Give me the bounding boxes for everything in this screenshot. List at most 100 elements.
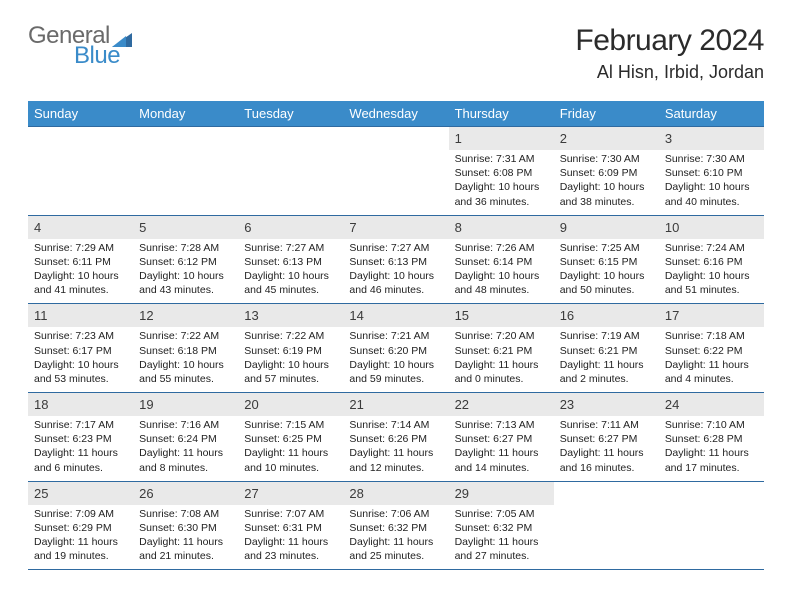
daylight-text: Daylight: 11 hours and 10 minutes. [244, 446, 337, 474]
day-number: 19 [133, 393, 238, 416]
location: Al Hisn, Irbid, Jordan [575, 62, 764, 83]
day-content: Sunrise: 7:21 AMSunset: 6:20 PMDaylight:… [343, 327, 448, 392]
daylight-text: Daylight: 10 hours and 36 minutes. [455, 180, 548, 208]
daylight-text: Daylight: 11 hours and 27 minutes. [455, 535, 548, 563]
day-cell: 27Sunrise: 7:07 AMSunset: 6:31 PMDayligh… [238, 481, 343, 570]
sunrise-text: Sunrise: 7:27 AM [349, 241, 442, 255]
day-content: Sunrise: 7:09 AMSunset: 6:29 PMDaylight:… [28, 505, 133, 570]
day-number: 24 [659, 393, 764, 416]
day-number: 9 [554, 216, 659, 239]
sunset-text: Sunset: 6:29 PM [34, 521, 127, 535]
day-number: 14 [343, 304, 448, 327]
sunset-text: Sunset: 6:28 PM [665, 432, 758, 446]
month-title: February 2024 [575, 24, 764, 58]
sunrise-text: Sunrise: 7:19 AM [560, 329, 653, 343]
day-cell: 1Sunrise: 7:31 AMSunset: 6:08 PMDaylight… [449, 127, 554, 216]
sunrise-text: Sunrise: 7:21 AM [349, 329, 442, 343]
sunrise-text: Sunrise: 7:18 AM [665, 329, 758, 343]
daylight-text: Daylight: 11 hours and 21 minutes. [139, 535, 232, 563]
day-content: Sunrise: 7:25 AMSunset: 6:15 PMDaylight:… [554, 239, 659, 304]
day-number: 28 [343, 482, 448, 505]
day-content: Sunrise: 7:30 AMSunset: 6:09 PMDaylight:… [554, 150, 659, 215]
day-cell: 18Sunrise: 7:17 AMSunset: 6:23 PMDayligh… [28, 393, 133, 482]
daylight-text: Daylight: 10 hours and 45 minutes. [244, 269, 337, 297]
daylight-text: Daylight: 10 hours and 40 minutes. [665, 180, 758, 208]
day-cell: 24Sunrise: 7:10 AMSunset: 6:28 PMDayligh… [659, 393, 764, 482]
sunset-text: Sunset: 6:26 PM [349, 432, 442, 446]
title-block: February 2024 Al Hisn, Irbid, Jordan [575, 24, 764, 83]
sunrise-text: Sunrise: 7:30 AM [665, 152, 758, 166]
weekday-header: Tuesday [238, 101, 343, 127]
day-number: 2 [554, 127, 659, 150]
sunrise-text: Sunrise: 7:22 AM [139, 329, 232, 343]
day-number: 3 [659, 127, 764, 150]
sunset-text: Sunset: 6:11 PM [34, 255, 127, 269]
logo-text-blue: Blue [28, 44, 134, 68]
day-cell: 14Sunrise: 7:21 AMSunset: 6:20 PMDayligh… [343, 304, 448, 393]
day-cell: 10Sunrise: 7:24 AMSunset: 6:16 PMDayligh… [659, 215, 764, 304]
day-number: 16 [554, 304, 659, 327]
daylight-text: Daylight: 10 hours and 43 minutes. [139, 269, 232, 297]
sunset-text: Sunset: 6:24 PM [139, 432, 232, 446]
day-number: 20 [238, 393, 343, 416]
day-cell: .. [659, 481, 764, 570]
day-content: Sunrise: 7:20 AMSunset: 6:21 PMDaylight:… [449, 327, 554, 392]
day-cell: 12 Sunrise: 7:22 AMSunset: 6:18 PMDayligh… [133, 304, 238, 393]
day-cell: 8Sunrise: 7:26 AMSunset: 6:14 PMDaylight… [449, 215, 554, 304]
sunset-text: Sunset: 6:16 PM [665, 255, 758, 269]
daylight-text: Daylight: 10 hours and 55 minutes. [139, 358, 232, 386]
day-number: 23 [554, 393, 659, 416]
daylight-text: Daylight: 11 hours and 25 minutes. [349, 535, 442, 563]
sunset-text: Sunset: 6:14 PM [455, 255, 548, 269]
day-cell: 11Sunrise: 7:23 AMSunset: 6:17 PMDayligh… [28, 304, 133, 393]
day-cell: 2Sunrise: 7:30 AMSunset: 6:09 PMDaylight… [554, 127, 659, 216]
day-number: 4 [28, 216, 133, 239]
day-number: 12 [133, 304, 238, 327]
daylight-text: Daylight: 10 hours and 59 minutes. [349, 358, 442, 386]
day-cell: 23Sunrise: 7:11 AMSunset: 6:27 PMDayligh… [554, 393, 659, 482]
calendar-table: Sunday Monday Tuesday Wednesday Thursday… [28, 101, 764, 570]
day-number: 29 [449, 482, 554, 505]
sunset-text: Sunset: 6:13 PM [244, 255, 337, 269]
day-content: Sunrise: 7:13 AMSunset: 6:27 PMDaylight:… [449, 416, 554, 481]
day-cell: 15Sunrise: 7:20 AMSunset: 6:21 PMDayligh… [449, 304, 554, 393]
day-number: 5 [133, 216, 238, 239]
day-content: Sunrise: 7:27 AMSunset: 6:13 PMDaylight:… [238, 239, 343, 304]
day-number: 15 [449, 304, 554, 327]
day-number: 1 [449, 127, 554, 150]
day-content: Sunrise: 7:05 AMSunset: 6:32 PMDaylight:… [449, 505, 554, 570]
day-content: Sunrise: 7:31 AMSunset: 6:08 PMDaylight:… [449, 150, 554, 215]
daylight-text: Daylight: 10 hours and 53 minutes. [34, 358, 127, 386]
daylight-text: Daylight: 11 hours and 23 minutes. [244, 535, 337, 563]
sunset-text: Sunset: 6:15 PM [560, 255, 653, 269]
weekday-header: Saturday [659, 101, 764, 127]
sunset-text: Sunset: 6:25 PM [244, 432, 337, 446]
day-number: 7 [343, 216, 448, 239]
sunset-text: Sunset: 6:18 PM [139, 344, 232, 358]
day-number: 27 [238, 482, 343, 505]
day-cell: .. [238, 127, 343, 216]
day-number: 25 [28, 482, 133, 505]
sunrise-text: Sunrise: 7:23 AM [34, 329, 127, 343]
daylight-text: Daylight: 11 hours and 12 minutes. [349, 446, 442, 474]
sunset-text: Sunset: 6:10 PM [665, 166, 758, 180]
day-cell: 13Sunrise: 7:22 AMSunset: 6:19 PMDayligh… [238, 304, 343, 393]
sunrise-text: Sunrise: 7:16 AM [139, 418, 232, 432]
sunrise-text: Sunrise: 7:14 AM [349, 418, 442, 432]
sunrise-text: Sunrise: 7:06 AM [349, 507, 442, 521]
sunrise-text: Sunrise: 7:08 AM [139, 507, 232, 521]
weekday-header: Thursday [449, 101, 554, 127]
weekday-header: Wednesday [343, 101, 448, 127]
week-row: 4Sunrise: 7:29 AMSunset: 6:11 PMDaylight… [28, 215, 764, 304]
sunset-text: Sunset: 6:27 PM [560, 432, 653, 446]
day-number: 13 [238, 304, 343, 327]
daylight-text: Daylight: 11 hours and 8 minutes. [139, 446, 232, 474]
week-row: ........1Sunrise: 7:31 AMSunset: 6:08 PM… [28, 127, 764, 216]
sunset-text: Sunset: 6:21 PM [560, 344, 653, 358]
day-cell: 19 Sunrise: 7:16 AMSunset: 6:24 PMDayligh… [133, 393, 238, 482]
day-cell: 3 Sunrise: 7:30 AMSunset: 6:10 PMDaylight… [659, 127, 764, 216]
week-row: 11Sunrise: 7:23 AMSunset: 6:17 PMDayligh… [28, 304, 764, 393]
daylight-text: Daylight: 10 hours and 46 minutes. [349, 269, 442, 297]
day-content: Sunrise: 7:07 AMSunset: 6:31 PMDaylight:… [238, 505, 343, 570]
day-number: 22 [449, 393, 554, 416]
